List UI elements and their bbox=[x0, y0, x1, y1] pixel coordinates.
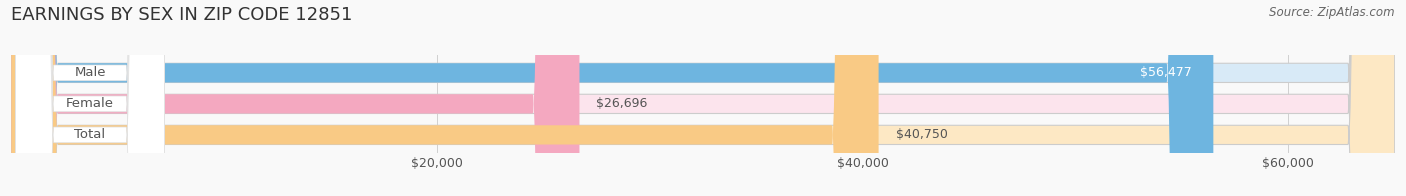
Text: EARNINGS BY SEX IN ZIP CODE 12851: EARNINGS BY SEX IN ZIP CODE 12851 bbox=[11, 6, 353, 24]
Text: $56,477: $56,477 bbox=[1140, 66, 1192, 79]
Text: $26,696: $26,696 bbox=[596, 97, 648, 110]
FancyBboxPatch shape bbox=[11, 0, 1395, 196]
FancyBboxPatch shape bbox=[11, 0, 1213, 196]
Text: Source: ZipAtlas.com: Source: ZipAtlas.com bbox=[1270, 6, 1395, 19]
Text: $40,750: $40,750 bbox=[896, 128, 948, 141]
FancyBboxPatch shape bbox=[11, 0, 1395, 196]
Text: Male: Male bbox=[75, 66, 105, 79]
FancyBboxPatch shape bbox=[15, 0, 165, 196]
FancyBboxPatch shape bbox=[11, 0, 1395, 196]
Text: Female: Female bbox=[66, 97, 114, 110]
FancyBboxPatch shape bbox=[11, 0, 579, 196]
FancyBboxPatch shape bbox=[11, 0, 879, 196]
FancyBboxPatch shape bbox=[15, 0, 165, 196]
FancyBboxPatch shape bbox=[15, 0, 165, 196]
Text: Total: Total bbox=[75, 128, 105, 141]
